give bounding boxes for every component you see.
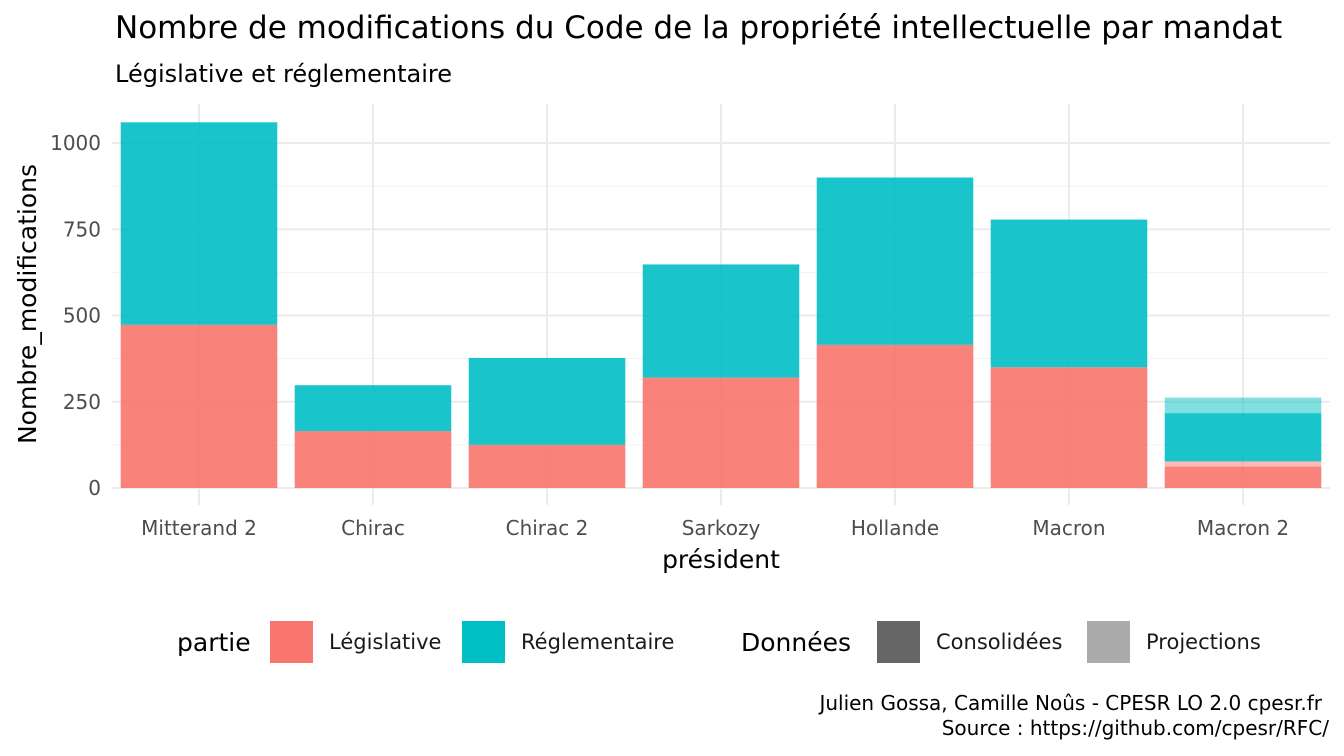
bar-reglementaire-consolidated (642, 264, 800, 378)
bar-legislative-projected (1164, 461, 1322, 467)
bar-reglementaire-consolidated (816, 177, 974, 345)
x-axis-ticks: Mitterand 2 Chirac Chirac 2 Sarkozy Hollande… (141, 516, 1289, 540)
legend: partie Législative Réglementaire Données… (177, 621, 1261, 663)
y-tick-label: 250 (63, 390, 101, 414)
legend-fill-title: partie (177, 628, 251, 657)
bar-legislative-consolidated (816, 344, 974, 488)
legend-key-consolidees (877, 621, 920, 663)
bar-reglementaire-consolidated (120, 122, 278, 325)
x-tick-label: Hollande (851, 516, 939, 540)
bar-legislative-consolidated (990, 367, 1148, 488)
bar-legislative-consolidated (294, 431, 452, 488)
y-axis-title: Nombre_modifications (13, 164, 42, 444)
bar-legislative-consolidated (642, 377, 800, 488)
x-axis-title: président (662, 545, 780, 574)
y-tick-label: 750 (63, 217, 101, 241)
legend-label-legislative: Législative (329, 630, 441, 654)
x-tick-label: Sarkozy (682, 516, 761, 540)
legend-key-legislative (270, 621, 313, 663)
x-tick-label: Chirac (341, 516, 405, 540)
bar-legislative-consolidated (1164, 466, 1322, 488)
legend-label-consolidees: Consolidées (936, 630, 1062, 654)
y-tick-label: 1000 (50, 131, 101, 155)
x-tick-label: Macron 2 (1197, 516, 1289, 540)
x-tick-label: Mitterand 2 (141, 516, 257, 540)
bar-legislative-consolidated (120, 324, 278, 488)
caption-source: Source : https://github.com/cpesr/RFC/ (942, 716, 1330, 740)
chart-subtitle: Législative et réglementaire (115, 60, 452, 88)
bar-reglementaire-consolidated (1164, 413, 1322, 462)
legend-key-projections (1087, 621, 1130, 663)
bars (120, 122, 1322, 488)
caption-authors: Julien Gossa, Camille Noûs - CPESR LO 2.… (817, 691, 1322, 715)
legend-label-reglementaire: Réglementaire (521, 630, 674, 654)
y-tick-label: 500 (63, 304, 101, 328)
bar-reglementaire-consolidated (468, 357, 626, 445)
legend-label-projections: Projections (1146, 630, 1261, 654)
x-tick-label: Chirac 2 (506, 516, 589, 540)
bar-reglementaire-consolidated (294, 385, 452, 432)
chart-title: Nombre de modifications du Code de la pr… (115, 10, 1282, 46)
y-axis-ticks: 0 250 500 750 1000 (50, 131, 101, 500)
bar-reglementaire-consolidated (990, 219, 1148, 368)
bar-legislative-consolidated (468, 444, 626, 488)
legend-alpha-title: Données (741, 628, 851, 657)
y-tick-label: 0 (88, 476, 101, 500)
bar-reglementaire-projected (1164, 397, 1322, 414)
x-tick-label: Macron (1032, 516, 1105, 540)
legend-key-reglementaire (462, 621, 505, 663)
